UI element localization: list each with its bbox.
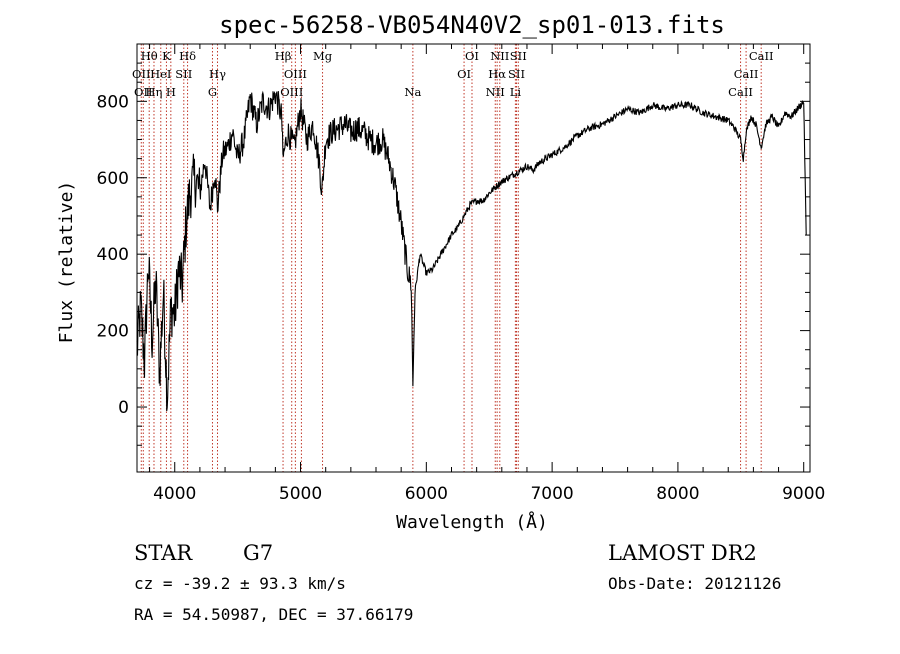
x-tick-label-4: 8000 [656,484,699,504]
spectrum-line [136,90,807,412]
y-tick-label-0: 0 [118,398,129,418]
spectral-line-labels: OII OII Hθ Hη HeI K H SII Hδ G Hγ Hβ OIII OIII Mg Na OI O… [132,49,774,99]
x-tick-label-1: 5000 [279,484,322,504]
line-label-17: OI [457,67,471,81]
line-label-2: Hθ [141,49,158,63]
redshift-velocity: cz = -39.2 ± 93.3 km/s [134,574,346,593]
line-label-6: H [166,85,176,99]
x-axis-ticks: 4000 5000 6000 7000 8000 9000 [149,44,825,504]
sky-coordinates: RA = 54.50987, DEC = 37.66179 [134,605,413,624]
line-label-20: Hα [488,67,506,81]
chart-title: spec-56258-VB054N40V2_sp01-013.fits [219,11,725,39]
line-label-13: OIII [284,67,307,81]
line-label-8: Hδ [179,49,196,63]
line-label-16: Na [404,85,421,99]
line-label-5: K [162,49,171,63]
spectral-line-markers [140,44,762,472]
line-label-24: SII [510,49,527,63]
line-label-12: OIII [280,85,303,99]
y-tick-label-4: 800 [97,92,129,112]
object-class: STAR [134,541,193,565]
line-label-18: OI [465,49,479,63]
line-label-7: SII [175,67,192,81]
x-tick-label-0: 4000 [153,484,196,504]
line-label-22: Li [510,85,522,99]
line-label-0: OII [132,67,151,81]
line-label-26: CaII [734,67,759,81]
y-tick-label-3: 600 [97,169,129,189]
line-label-3: Hη [146,85,163,99]
line-label-21: NII [490,49,509,63]
y-tick-label-2: 400 [97,245,129,265]
line-label-4: HeI [150,67,171,81]
line-label-23: SII [508,67,525,81]
line-label-11: Hβ [275,49,292,63]
y-tick-label-1: 200 [97,322,129,342]
line-label-10: Hγ [209,67,226,81]
axes-frame [136,43,811,473]
x-tick-label-5: 9000 [782,484,825,504]
y-axis-label: Flux (relative) [56,181,77,344]
line-label-19: NII [486,85,505,99]
line-label-27: CaII [749,49,774,63]
y-axis-ticks: 0 200 400 600 800 [97,62,810,446]
x-axis-label: Wavelength (Å) [396,511,548,533]
line-label-1: OII [134,85,153,99]
line-label-9: G [208,85,217,99]
x-tick-label-3: 7000 [530,484,573,504]
line-label-15: Mg [313,49,333,63]
survey-name: LAMOST DR2 [608,541,757,565]
object-subclass: G7 [243,541,273,565]
line-label-25: CaII [728,85,753,99]
observation-date: Obs-Date: 20121126 [608,574,781,593]
x-tick-label-2: 6000 [405,484,448,504]
